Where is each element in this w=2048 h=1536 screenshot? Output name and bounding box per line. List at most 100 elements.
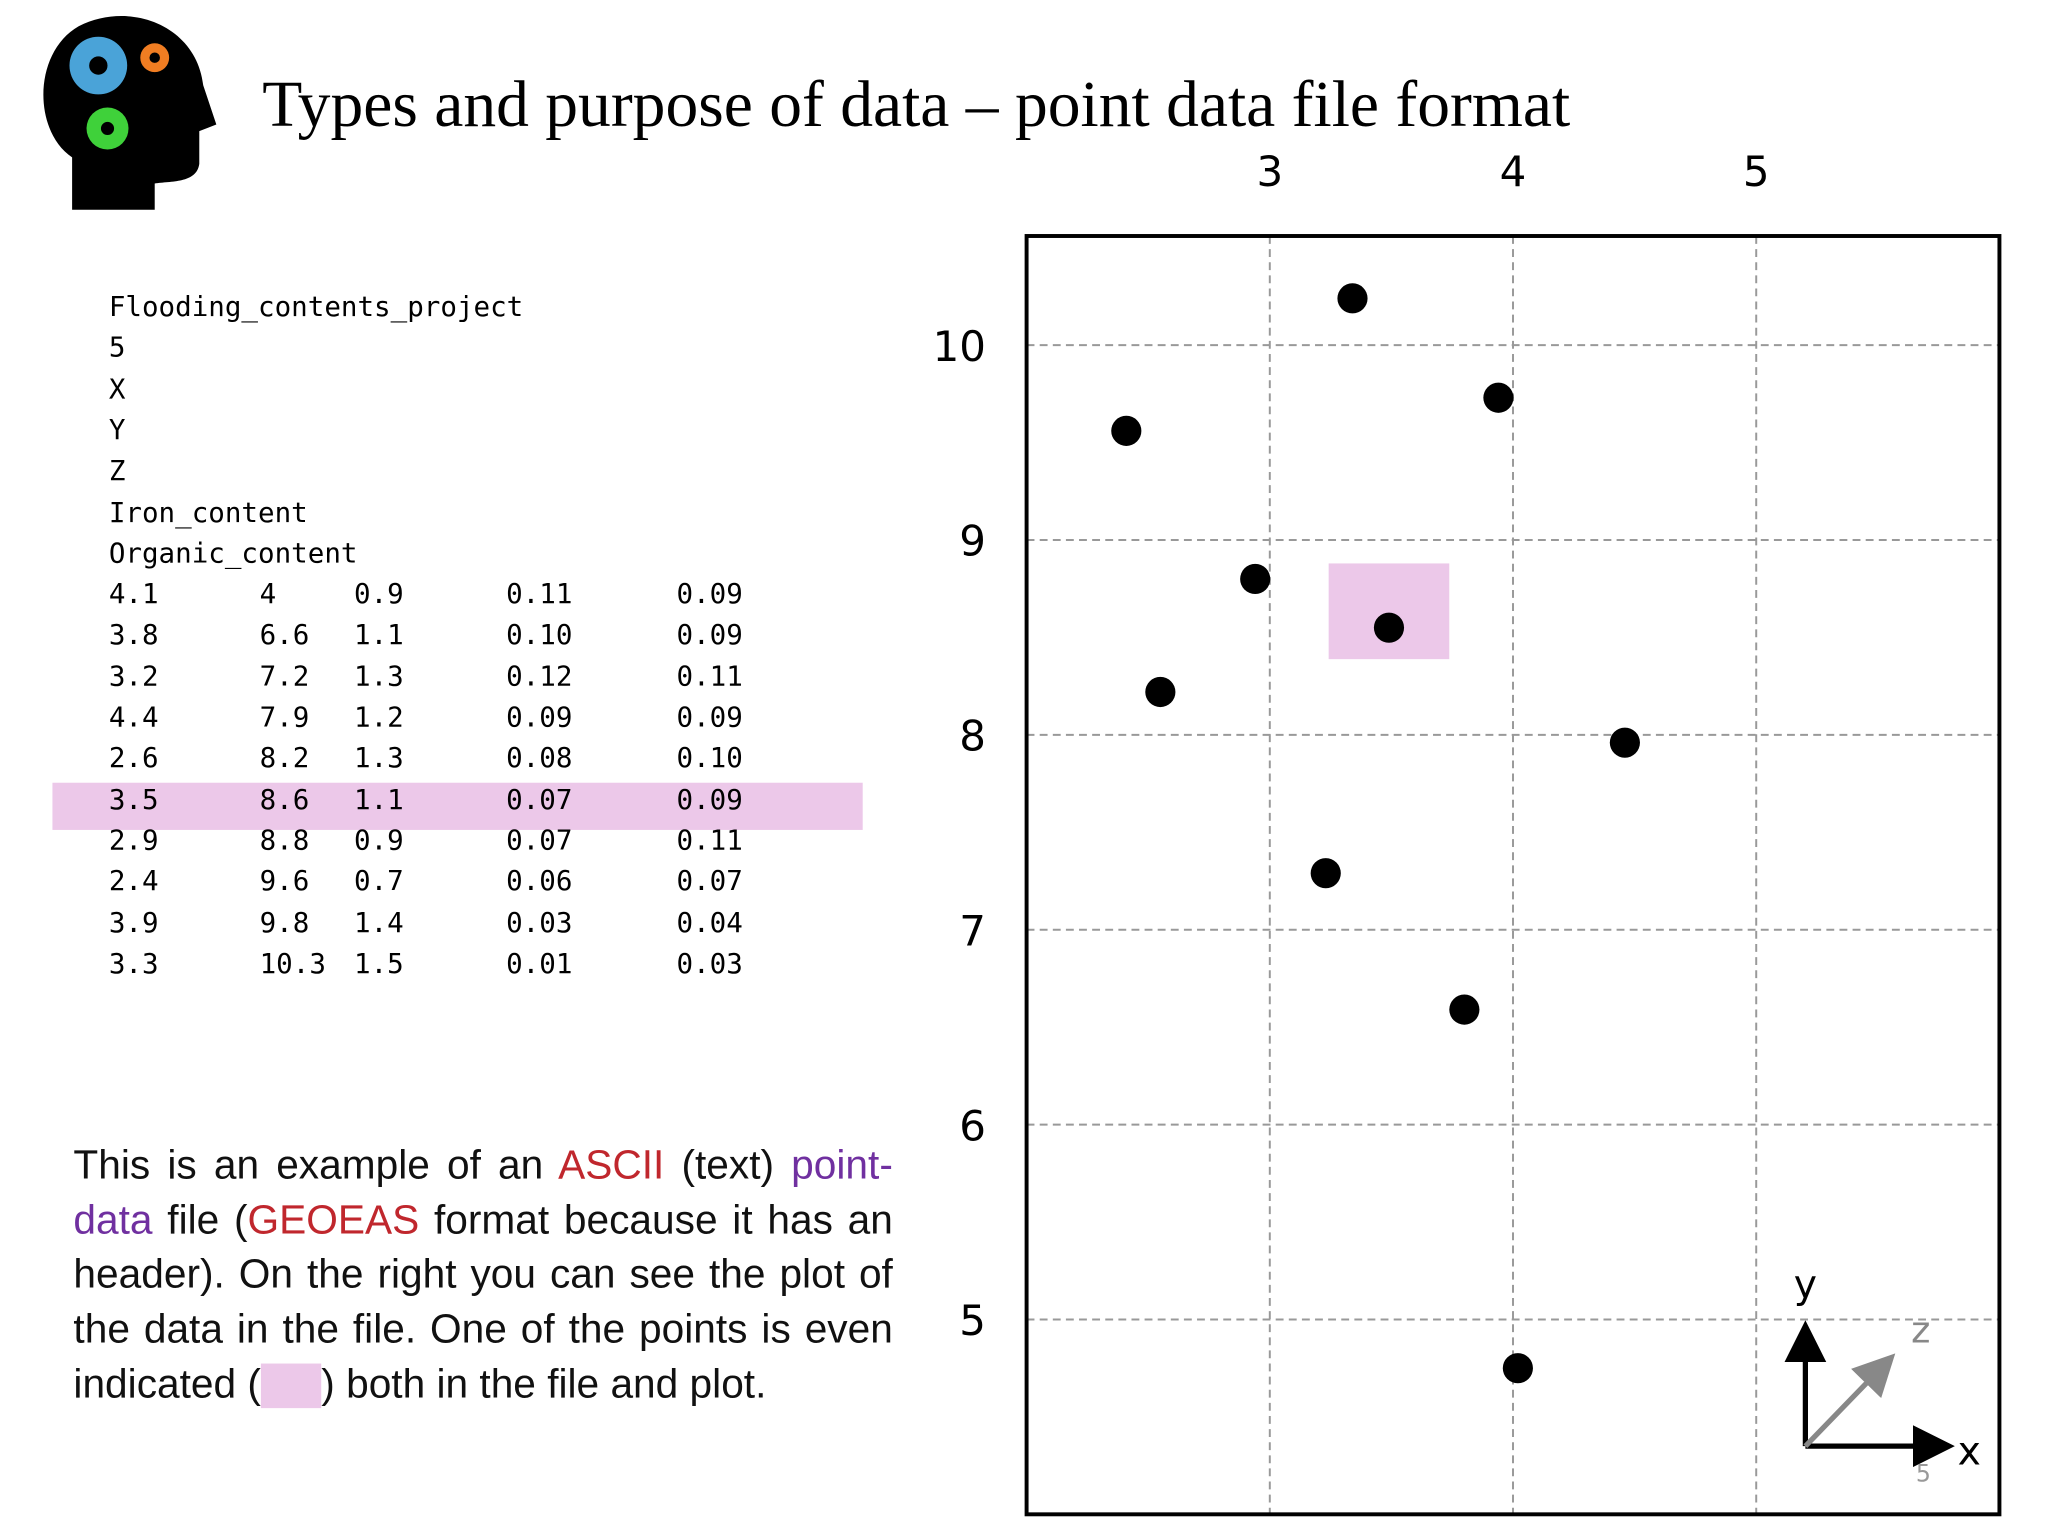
file-cell: 0.07	[506, 783, 573, 815]
axis-label: y	[1794, 1262, 1817, 1308]
file-cell: 0.10	[676, 742, 743, 774]
file-cell: 1.1	[353, 783, 404, 815]
axes-icon	[1784, 1320, 1955, 1468]
description-text: file (	[152, 1196, 248, 1243]
file-cell: 0.07	[676, 865, 743, 898]
file-cell: 3.9	[108, 906, 159, 939]
file-cell: 0.12	[506, 660, 573, 692]
file-cell: 0.9	[353, 824, 404, 857]
file-cell: 1.3	[353, 660, 404, 692]
file-cell: 0.11	[676, 660, 743, 692]
file-line: 5	[108, 332, 126, 364]
file-cell: 1.1	[353, 619, 404, 651]
point	[1483, 382, 1514, 413]
description-text: ) both in the file and plot.	[321, 1360, 767, 1407]
description: This is an example of an ASCII (text) po…	[73, 1138, 893, 1411]
head-icon	[43, 16, 217, 210]
file-cell: 3.3	[108, 947, 159, 980]
file-cell: 2.9	[108, 824, 159, 857]
file-cell: 9.8	[259, 906, 310, 939]
point	[1449, 994, 1480, 1025]
file-cell: 0.09	[676, 619, 743, 651]
description-text: GEOEAS	[247, 1196, 420, 1243]
file-line: Z	[108, 455, 126, 487]
file-cell: 0.03	[676, 947, 743, 980]
file-cell: 8.8	[259, 824, 310, 857]
file-cell: 4.4	[108, 701, 159, 733]
file-cell: 0.01	[506, 947, 573, 980]
file-cell: 0.06	[506, 865, 573, 898]
file-cell: 0.09	[676, 578, 743, 610]
file-cell: 0.07	[506, 824, 573, 857]
axis-label: x	[1958, 1428, 1981, 1474]
file-cell: 3.5	[108, 783, 159, 815]
z-arrow	[1803, 1353, 1896, 1448]
file-cell: 8.2	[259, 742, 310, 774]
point	[1373, 612, 1405, 643]
file-cell: 0.10	[506, 619, 573, 651]
file-cell: 2.6	[108, 742, 159, 774]
point	[1502, 1353, 1533, 1384]
file-line: Organic_content	[108, 537, 358, 569]
point	[1111, 415, 1142, 446]
file-cell: 2.4	[108, 865, 159, 898]
axis-label: z	[1911, 1309, 1930, 1352]
point	[1145, 676, 1176, 708]
x-tick-label: 3	[1256, 147, 1283, 196]
file-cell: 0.11	[676, 824, 743, 857]
y-tick-label: 9	[959, 517, 986, 566]
file-cell: 0.7	[353, 865, 404, 898]
file-line: Y	[108, 414, 126, 446]
file-line: X	[108, 373, 126, 405]
file-cell: 3.2	[108, 660, 159, 692]
file-line: Iron_content	[108, 496, 308, 528]
file-cell: 7.9	[259, 701, 310, 733]
y-tick-label: 8	[959, 712, 986, 761]
file-cell: 3.8	[108, 619, 159, 651]
file-cell: 6.6	[259, 619, 310, 651]
legend-swatch	[260, 1363, 322, 1408]
file-cell: 8.6	[259, 783, 310, 815]
file-cell: 0.04	[676, 906, 743, 939]
file-cell: 1.3	[353, 742, 404, 774]
file-cell: 1.2	[353, 701, 404, 733]
y-tick-label: 5	[959, 1296, 986, 1345]
file-line: Flooding_contents_project	[108, 291, 524, 323]
point	[1337, 283, 1368, 314]
file-cell: 0.08	[506, 742, 573, 774]
file-cell: 0.9	[353, 578, 404, 610]
description-text: format because it has an header). On the…	[73, 1196, 893, 1407]
page-number: 5	[1916, 1460, 1931, 1488]
file-cell: 0.09	[506, 701, 573, 733]
file-cell: 9.6	[259, 865, 310, 898]
file-cell: 1.4	[353, 906, 404, 939]
y-tick-label: 10	[933, 322, 986, 371]
y-tick-label: 6	[959, 1101, 986, 1150]
file-cell: 7.2	[259, 660, 310, 692]
point-highlight	[1328, 563, 1450, 660]
description-text: This is an example of an	[73, 1141, 559, 1188]
plot-frame	[1024, 234, 2002, 1517]
file-cell: 0.03	[506, 906, 573, 939]
x-tick-label: 4	[1500, 147, 1527, 196]
point	[1240, 563, 1271, 595]
file-cell: 0.11	[506, 578, 573, 610]
row-highlight	[52, 782, 863, 830]
file-cell: 1.5	[353, 947, 404, 980]
file-cell: 4	[259, 578, 277, 610]
description-text: point-data	[73, 1141, 893, 1243]
file-cell: 10.3	[259, 947, 326, 980]
file-cell: 0.09	[676, 783, 743, 815]
description-text: ASCII	[558, 1141, 665, 1188]
point	[1609, 727, 1640, 758]
file-cell: 0.09	[676, 701, 743, 733]
title: Types and purpose of data – point data f…	[262, 66, 1571, 141]
file-cell: 4.1	[108, 578, 159, 610]
point	[1310, 858, 1341, 889]
x-tick-label: 5	[1743, 147, 1770, 196]
description-text: (text)	[664, 1141, 792, 1188]
y-tick-label: 7	[959, 906, 986, 955]
